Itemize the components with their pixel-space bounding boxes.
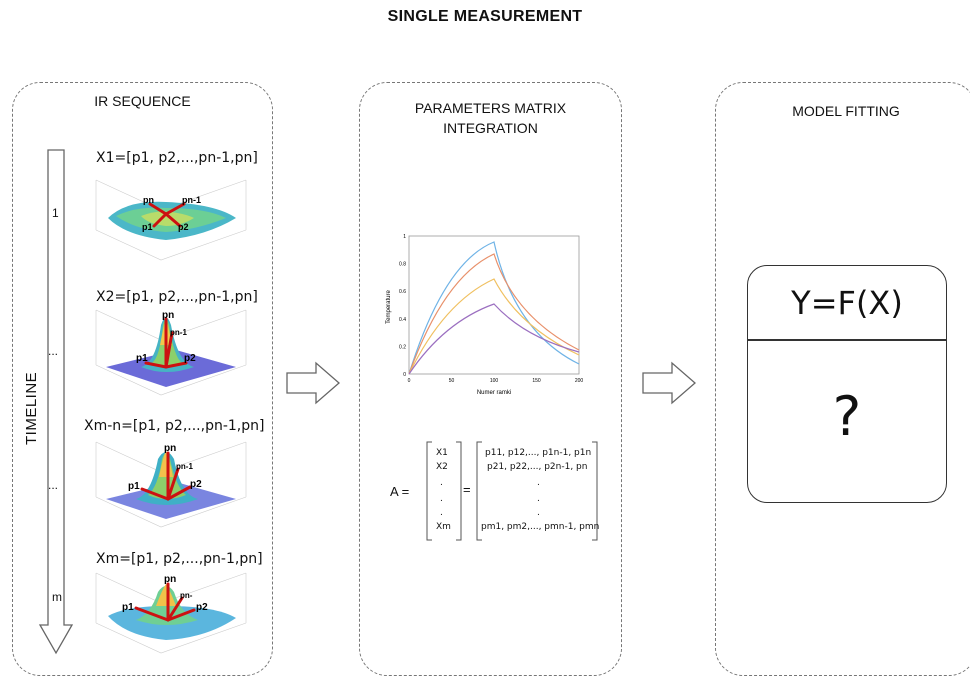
- matrix-title-line-1: PARAMETERS MATRIX: [414, 100, 567, 116]
- frame-4-label-pn: pn: [164, 574, 176, 585]
- matrix-right-row-4: .: [537, 494, 540, 504]
- matrix-right-row-1: p11, p12,..., p1n-1, p1n: [485, 448, 592, 458]
- matrix-brackets: [426, 441, 598, 541]
- frame-1-label-p1: p1: [142, 222, 153, 232]
- chart-ylabel: Temperature: [386, 289, 392, 323]
- chart-ytick-label: 0.2: [399, 344, 406, 350]
- frame-1-surface-plot: pn pn-1 p1 p2: [95, 179, 247, 261]
- chart-ytick-label: 0.8: [399, 262, 406, 268]
- frame-2-label-pn: pn: [162, 310, 174, 321]
- page-title: SINGLE MEASUREMENT: [387, 8, 583, 25]
- frame-2-equation: X2=[p1, p2,...,pn-1,pn]: [96, 289, 258, 305]
- frame-4-equation: Xm=[p1, p2,...,pn-1,pn]: [96, 551, 263, 567]
- chart-xtick-label: 100: [490, 378, 499, 384]
- timeline-tick-m: m: [52, 590, 62, 604]
- timeline-tick-1: 1: [52, 206, 59, 220]
- chart-ytick-label: 0.4: [399, 317, 406, 323]
- chart-xtick-label: 150: [532, 378, 541, 384]
- matrix-left-row-2: X2: [436, 462, 448, 472]
- temperature-chart: 00.20.40.60.81 0 50 100 150 200 Temperature …: [386, 234, 584, 396]
- matrix-right-row-3: .: [537, 478, 540, 488]
- ir-sequence-title: IR SEQUENCE: [94, 93, 191, 109]
- matrix-left-row-6: Xm: [436, 522, 451, 532]
- frame-2-label-pn1: pn-1: [170, 328, 187, 337]
- frame-3-surface-plot: pn pn-1 p1 p2: [95, 441, 247, 528]
- matrix-left-row-5: .: [440, 508, 443, 518]
- frame-2-label-p1: p1: [136, 353, 148, 364]
- matrix-right-row-5: .: [537, 508, 540, 518]
- frame-1-label-pn: pn: [143, 195, 154, 205]
- frame-4-label-p2: p2: [196, 602, 208, 613]
- frame-2-surface-plot: pn pn-1 p1 p2: [95, 309, 247, 396]
- flow-arrow-2: [642, 361, 696, 405]
- frame-1-label-p2: p2: [178, 222, 189, 232]
- matrix-right-row-6: pm1, pm2,..., pmn-1, pmn: [481, 522, 600, 532]
- frame-3-label-pn: pn: [164, 443, 176, 454]
- frame-1-label-pn1: pn-1: [182, 195, 201, 205]
- frame-4-surface-plot: pn pn- p1 p2: [95, 572, 247, 654]
- model-box-divider: [748, 339, 946, 341]
- chart-ytick-label: 0.6: [399, 289, 406, 295]
- frame-1-equation: X1=[p1, p2,...,pn-1,pn]: [96, 150, 258, 166]
- model-fitting-panel: [715, 82, 970, 676]
- ir-sequence-panel: [12, 82, 273, 676]
- chart-ytick-label: 1: [403, 234, 406, 240]
- parameters-matrix-panel: [359, 82, 622, 676]
- frame-3-label-pn1: pn-1: [176, 462, 193, 471]
- chart-xtick-label: 50: [449, 378, 455, 384]
- matrix-label: A =: [390, 484, 410, 499]
- frame-4-label-p1: p1: [122, 602, 134, 613]
- frame-2-label-p2: p2: [184, 353, 196, 364]
- model-equation: Y=F(X): [791, 284, 903, 322]
- matrix-left-row-1: X1: [436, 448, 448, 458]
- matrix-title-line-2: INTEGRATION: [443, 120, 538, 136]
- frame-3-label-p2: p2: [190, 479, 202, 490]
- timeline-tick-3: ...: [48, 478, 59, 492]
- matrix-left-row-3: .: [440, 478, 443, 488]
- model-question-mark: ?: [832, 385, 862, 448]
- timeline-arrow: [38, 149, 74, 655]
- matrix-right-row-2: p21, p22,..., p2n-1, pn: [487, 462, 588, 472]
- frame-3-label-p1: p1: [128, 481, 140, 492]
- timeline-tick-2: ...: [48, 344, 59, 358]
- timeline-label: TIMELINE: [23, 371, 40, 445]
- chart-xlabel: Numer ramki: [477, 390, 511, 396]
- frame-3-equation: Xm-n=[p1, p2,...,pn-1,pn]: [84, 418, 265, 434]
- chart-xtick-label: 0: [408, 378, 411, 384]
- matrix-left-row-4: .: [440, 494, 443, 504]
- model-fitting-title: MODEL FITTING: [792, 103, 900, 119]
- frame-4-label-pn1: pn-: [180, 591, 193, 600]
- matrix-equals: =: [463, 482, 471, 497]
- model-box: [747, 265, 947, 503]
- flow-arrow-1: [286, 361, 340, 405]
- chart-ytick-label: 0: [403, 372, 406, 378]
- chart-xtick-label: 200: [575, 378, 584, 384]
